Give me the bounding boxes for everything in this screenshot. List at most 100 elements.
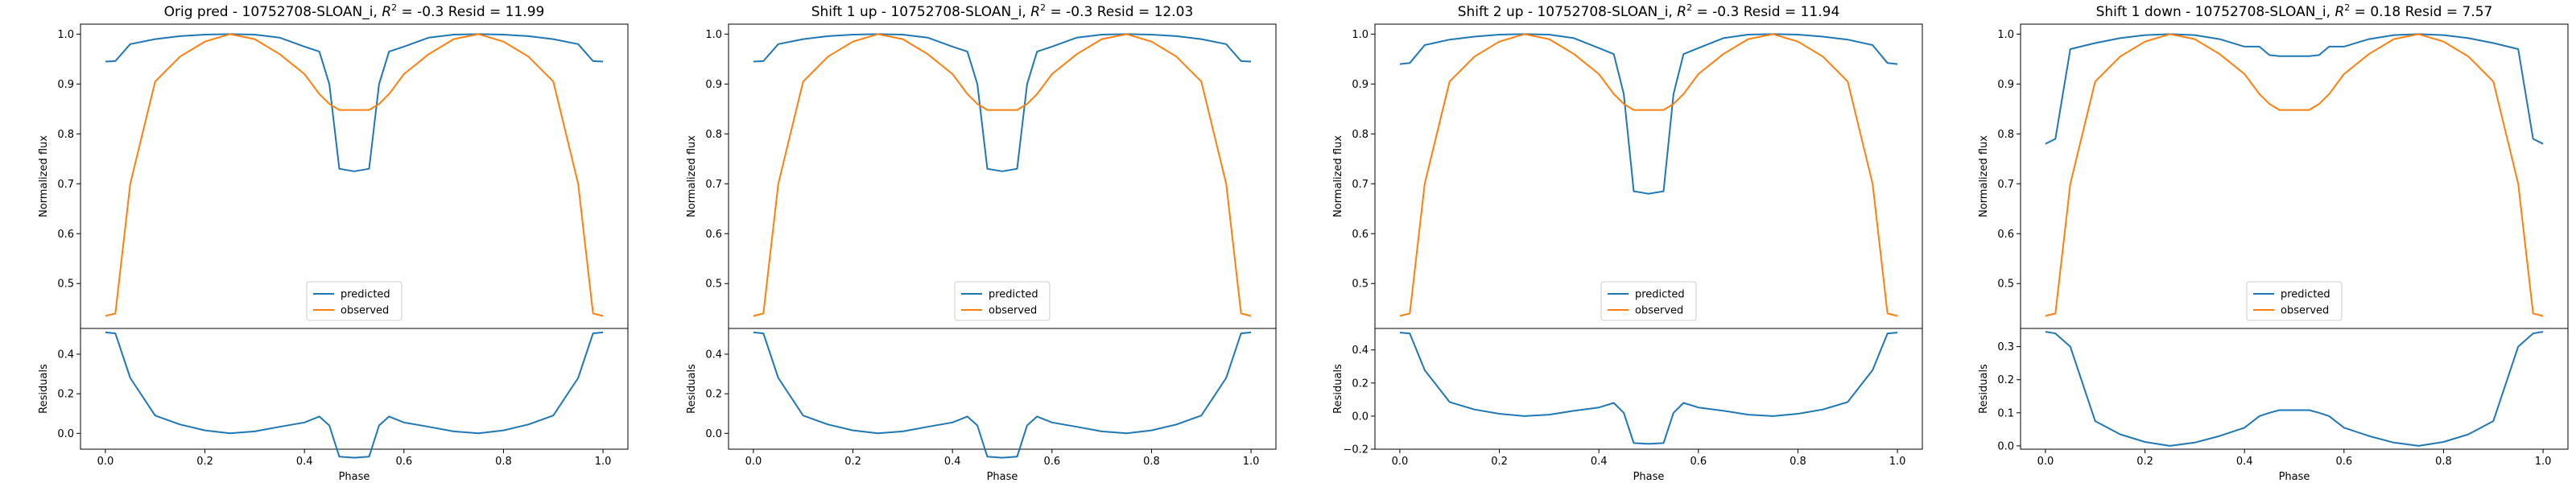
chart-title-sup: 2 <box>1686 2 1692 13</box>
chart-title-sup: 2 <box>1040 2 1046 13</box>
series-line-observed <box>753 33 1252 317</box>
legend-label-predicted: predicted <box>341 289 390 301</box>
chart-title-prefix: Shift 2 up - 10752708-SLOAN_i, <box>1458 4 1678 20</box>
series-line-predicted <box>1399 33 1898 195</box>
x-tick-label: 0.6 <box>1690 456 1707 468</box>
chart-panel-4: Shift 1 down - 10752708-SLOAN_i, R2 = 0.… <box>1978 2 2569 483</box>
chart-title-suffix: = -0.3 Resid = 12.03 <box>1046 4 1193 20</box>
legend-label-observed: observed <box>2281 305 2329 317</box>
x-tick-label: 0.8 <box>1143 456 1160 468</box>
flux-y-tick-label: 0.5 <box>57 279 74 291</box>
series-line-observed <box>1399 33 1898 317</box>
series-line-observed <box>105 33 604 317</box>
legend-label-predicted: predicted <box>989 289 1038 301</box>
chart-title-prefix: Shift 1 up - 10752708-SLOAN_i, <box>811 4 1031 20</box>
residual-y-axis-label: Residuals <box>38 364 50 414</box>
chart-title: Shift 2 up - 10752708-SLOAN_i, R2 = -0.3… <box>1458 2 1840 20</box>
x-tick-label: 0.8 <box>495 456 512 468</box>
x-axis-label: Phase <box>1633 471 1665 483</box>
x-tick-label: 0.2 <box>844 456 861 468</box>
flux-y-tick-label: 0.5 <box>1352 279 1368 291</box>
chart-title-suffix: = 0.18 Resid = 7.57 <box>2350 4 2492 20</box>
legend-label-predicted: predicted <box>1635 289 1685 301</box>
residual-y-tick-label: 0.4 <box>1352 345 1368 357</box>
x-tick-label: 0.6 <box>2335 456 2352 468</box>
flux-y-tick-label: 0.8 <box>1352 129 1368 141</box>
series-line-observed <box>2045 33 2544 317</box>
x-tick-label: 0.4 <box>296 456 313 468</box>
x-tick-label: 0.8 <box>1790 456 1806 468</box>
chart-title: Orig pred - 10752708-SLOAN_i, R2 = -0.3 … <box>164 2 545 20</box>
flux-y-tick-label: 1.0 <box>705 29 722 41</box>
chart-title-r: R <box>1677 4 1686 20</box>
flux-y-axis-label: Normalized flux <box>38 135 50 217</box>
flux-y-tick-label: 0.9 <box>1352 79 1368 91</box>
flux-y-tick-label: 0.8 <box>705 129 722 141</box>
residual-axes-frame <box>1374 328 1923 450</box>
legend-label-observed: observed <box>341 305 389 317</box>
flux-y-tick-label: 0.6 <box>1352 229 1368 241</box>
chart-title-prefix: Orig pred - 10752708-SLOAN_i, <box>164 4 382 20</box>
chart-title: Shift 1 up - 10752708-SLOAN_i, R2 = -0.3… <box>811 2 1194 20</box>
residual-line <box>1399 332 1898 445</box>
series-line-predicted <box>753 33 1252 172</box>
x-tick-label: 1.0 <box>1243 456 1260 468</box>
flux-y-tick-label: 0.7 <box>1352 179 1368 191</box>
chart-title-sup: 2 <box>391 2 397 13</box>
x-tick-label: 0.0 <box>745 456 762 468</box>
flux-y-axis-label: Normalized flux <box>1978 135 1990 217</box>
x-tick-label: 0.4 <box>1591 456 1608 468</box>
flux-y-tick-label: 0.8 <box>57 129 74 141</box>
flux-y-tick-label: 0.7 <box>705 179 722 191</box>
flux-y-tick-label: 0.9 <box>1997 79 2014 91</box>
residual-axes-frame <box>80 328 629 450</box>
chart-title-r: R <box>1030 4 1040 20</box>
flux-y-tick-label: 0.5 <box>1997 279 2014 291</box>
chart-title-r: R <box>382 4 391 20</box>
x-axis-label: Phase <box>339 471 370 483</box>
residual-y-tick-label: 0.2 <box>57 389 74 401</box>
residual-line <box>2045 331 2544 447</box>
x-tick-label: 0.0 <box>1392 456 1409 468</box>
residual-y-tick-label: 0.4 <box>57 349 74 361</box>
flux-y-tick-label: 1.0 <box>1352 29 1368 41</box>
chart-panel-2: Shift 1 up - 10752708-SLOAN_i, R2 = -0.3… <box>686 2 1277 483</box>
flux-y-axis-label: Normalized flux <box>1332 135 1344 217</box>
flux-y-tick-label: 0.7 <box>1997 179 2014 191</box>
residual-y-axis-label: Residuals <box>1978 364 1990 414</box>
residual-y-tick-label: 0.3 <box>1997 341 2014 353</box>
residual-y-tick-label: −0.2 <box>1343 444 1368 456</box>
x-tick-label: 0.0 <box>97 456 114 468</box>
chart-panel-3: Shift 2 up - 10752708-SLOAN_i, R2 = -0.3… <box>1332 2 1923 483</box>
x-axis-label: Phase <box>987 471 1018 483</box>
x-tick-label: 0.8 <box>2435 456 2452 468</box>
legend-label-predicted: predicted <box>2281 289 2330 301</box>
chart-title-sup: 2 <box>2344 2 2350 13</box>
chart-title-r: R <box>2334 4 2344 20</box>
x-tick-label: 0.0 <box>2037 456 2054 468</box>
chart-title-prefix: Shift 1 down - 10752708-SLOAN_i, <box>2096 4 2335 20</box>
x-tick-label: 1.0 <box>595 456 612 468</box>
residual-line <box>105 331 604 459</box>
residual-y-tick-label: 0.0 <box>1352 411 1368 423</box>
x-tick-label: 0.4 <box>944 456 961 468</box>
flux-y-tick-label: 0.9 <box>57 79 74 91</box>
flux-y-tick-label: 0.9 <box>705 79 722 91</box>
flux-y-tick-label: 0.6 <box>705 229 722 241</box>
chart-panel-1: Orig pred - 10752708-SLOAN_i, R2 = -0.3 … <box>38 2 629 483</box>
x-tick-label: 0.6 <box>395 456 412 468</box>
x-tick-label: 0.4 <box>2236 456 2253 468</box>
flux-y-tick-label: 0.5 <box>705 279 722 291</box>
residual-y-tick-label: 0.0 <box>57 428 74 440</box>
chart-title: Shift 1 down - 10752708-SLOAN_i, R2 = 0.… <box>2096 2 2493 20</box>
residual-y-tick-label: 0.2 <box>705 389 722 401</box>
residual-y-tick-label: 0.4 <box>705 349 722 361</box>
series-line-predicted <box>2045 33 2544 145</box>
residual-y-tick-label: 0.2 <box>1997 374 2014 386</box>
x-tick-label: 0.2 <box>2136 456 2153 468</box>
residual-y-tick-label: 0.0 <box>705 428 722 440</box>
chart-title-suffix: = -0.3 Resid = 11.99 <box>397 4 544 20</box>
chart-title-suffix: = -0.3 Resid = 11.94 <box>1692 4 1839 20</box>
flux-y-tick-label: 0.6 <box>57 229 74 241</box>
x-tick-label: 0.2 <box>1491 456 1508 468</box>
